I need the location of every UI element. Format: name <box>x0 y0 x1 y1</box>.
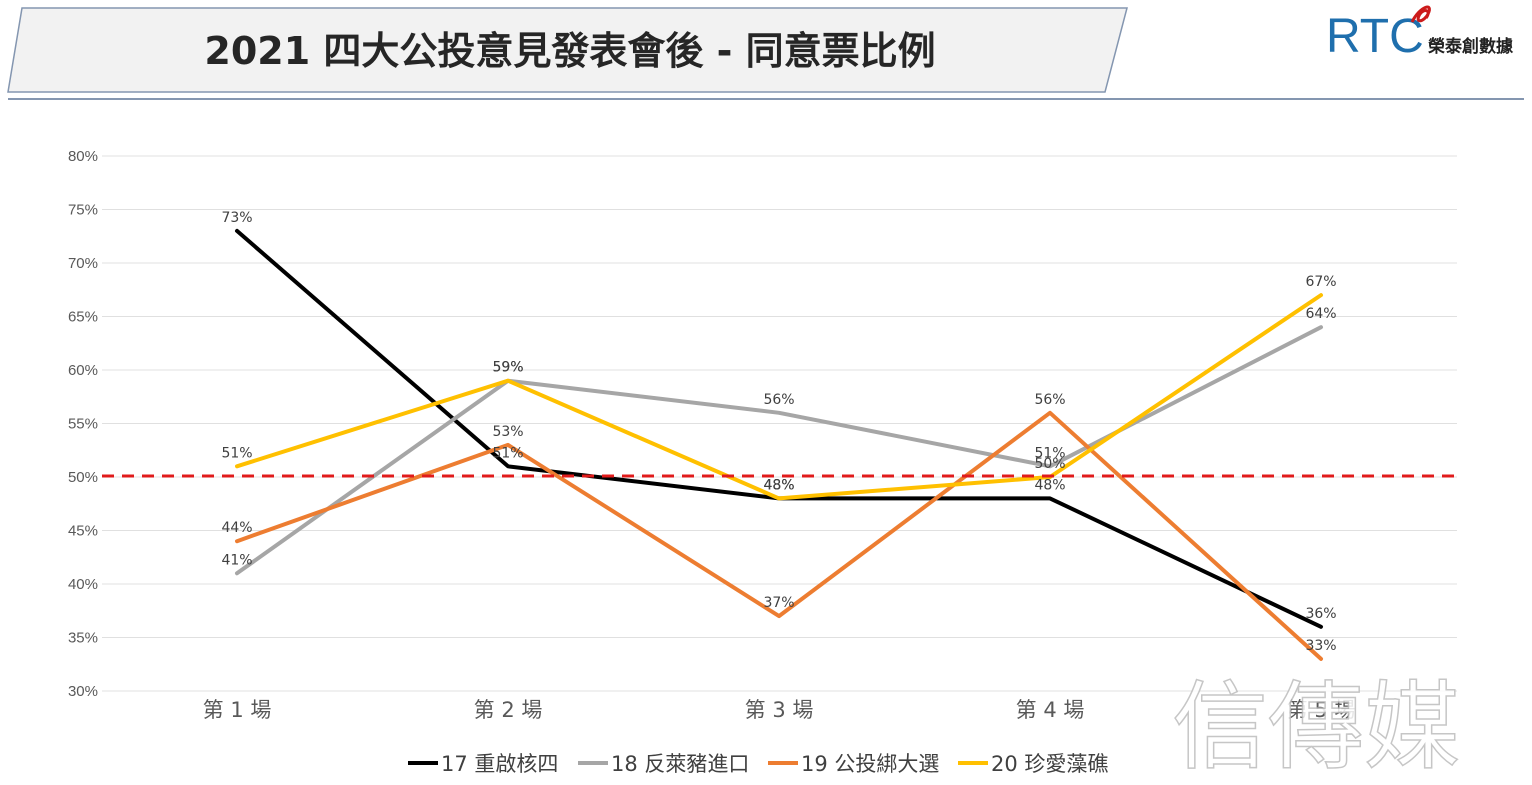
data-label: 67% <box>1305 274 1336 290</box>
y-tick-label: 40% <box>68 576 98 593</box>
data-label: 48% <box>763 477 794 493</box>
rtc-logo: RTC 榮泰創數據 <box>1326 5 1514 63</box>
legend-label: 19 公投綁大選 <box>801 752 939 776</box>
watermark: 信傳媒 <box>1172 671 1460 783</box>
data-label: 33% <box>1305 638 1336 654</box>
data-label: 36% <box>1305 606 1336 622</box>
y-tick-label: 70% <box>68 255 98 272</box>
data-labels: 73% 51% 48% 48% 36% 41% 59% 56% 51% 64% 44% 53% 37% 5… <box>221 210 1336 654</box>
data-label: 44% <box>221 520 252 536</box>
data-label: 59% <box>492 360 523 376</box>
logo-letters: RTC <box>1326 10 1424 63</box>
data-label: 41% <box>221 552 252 568</box>
series-line-3 <box>235 410 1323 661</box>
x-category-label: 第 5 場 <box>1287 698 1356 722</box>
y-tick-label: 35% <box>68 630 98 647</box>
x-axis-labels: 第 1 場 第 2 場 第 3 場 第 4 場 第 5 場 <box>203 698 1356 722</box>
legend-label: 18 反萊豬進口 <box>611 752 749 776</box>
x-category-label: 第 2 場 <box>474 698 543 722</box>
data-label: 64% <box>1305 306 1336 322</box>
data-label: 50% <box>1034 456 1065 472</box>
x-category-label: 第 4 場 <box>1016 698 1085 722</box>
legend-label: 17 重啟核四 <box>441 752 558 776</box>
data-label: 56% <box>763 392 794 408</box>
data-label: 59% <box>492 360 523 376</box>
legend: 17 重啟核四 18 反萊豬進口 19 公投綁大選 20 珍愛藻礁 <box>408 752 1108 776</box>
series-line-2 <box>235 325 1323 576</box>
data-label: 48% <box>1034 477 1065 493</box>
y-tick-label: 65% <box>68 309 98 326</box>
data-label: 73% <box>221 210 252 226</box>
data-label: 51% <box>221 445 252 461</box>
data-label: 53% <box>492 424 523 440</box>
y-tick-label: 50% <box>68 469 98 486</box>
title-band <box>7 7 1128 93</box>
x-category-label: 第 1 場 <box>203 698 272 722</box>
logo-swoosh-icon <box>1410 5 1431 23</box>
gridlines <box>102 155 1457 692</box>
series-line-4 <box>235 293 1323 501</box>
legend-label: 20 珍愛藻礁 <box>991 752 1108 776</box>
data-label: 56% <box>1034 392 1065 408</box>
y-tick-label: 30% <box>68 683 98 700</box>
y-axis-ticks: 30% 35% 40% 45% 50% 55% 60% 65% 70% 75% 80% <box>68 148 98 700</box>
y-tick-label: 80% <box>68 148 98 165</box>
data-label: 51% <box>492 445 523 461</box>
data-label: 51% <box>1034 445 1065 461</box>
y-tick-label: 75% <box>68 202 98 219</box>
data-label: 37% <box>763 595 794 611</box>
series-lines <box>235 228 1323 661</box>
page-title: 2021 四大公投意見發表會後 - 同意票比例 <box>204 29 935 73</box>
y-tick-label: 60% <box>68 362 98 379</box>
series-line-1 <box>235 228 1323 629</box>
data-label: 48% <box>763 477 794 493</box>
y-tick-label: 45% <box>68 523 98 540</box>
y-tick-label: 55% <box>68 416 98 433</box>
x-category-label: 第 3 場 <box>745 698 814 722</box>
logo-caption: 榮泰創數據 <box>1428 36 1514 57</box>
